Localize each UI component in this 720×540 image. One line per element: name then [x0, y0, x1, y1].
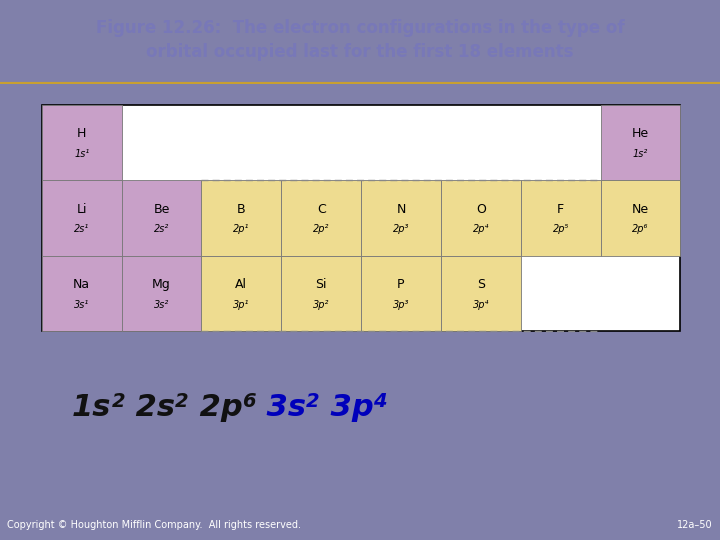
Text: 6: 6 — [243, 392, 256, 411]
Text: Ne: Ne — [632, 202, 649, 215]
Text: 3s¹: 3s¹ — [74, 300, 89, 310]
Text: 3p¹: 3p¹ — [233, 300, 250, 310]
FancyBboxPatch shape — [441, 180, 521, 256]
FancyBboxPatch shape — [600, 105, 680, 180]
Text: 2s¹: 2s¹ — [74, 225, 89, 234]
Text: 3p⁴: 3p⁴ — [472, 300, 489, 310]
Text: 3p: 3p — [320, 394, 374, 422]
FancyBboxPatch shape — [361, 256, 441, 331]
Text: 3s: 3s — [256, 394, 306, 422]
FancyBboxPatch shape — [282, 256, 361, 331]
FancyBboxPatch shape — [600, 180, 680, 256]
Text: Na: Na — [73, 278, 90, 291]
Text: Mg: Mg — [152, 278, 171, 291]
Text: 1s: 1s — [72, 394, 112, 422]
Text: B: B — [237, 202, 246, 215]
Text: 2p⁴: 2p⁴ — [472, 225, 489, 234]
Text: 2p: 2p — [189, 394, 243, 422]
Text: 2: 2 — [112, 392, 125, 411]
Text: 3p²: 3p² — [313, 300, 329, 310]
FancyBboxPatch shape — [122, 256, 202, 331]
Text: P: P — [397, 278, 405, 291]
Text: Figure 12.26:  The electron configurations in the type of
orbital occupied last : Figure 12.26: The electron configuration… — [96, 19, 624, 61]
FancyBboxPatch shape — [122, 180, 202, 256]
Text: O: O — [476, 202, 486, 215]
Text: Al: Al — [235, 278, 248, 291]
Text: 2p²: 2p² — [313, 225, 329, 234]
Text: 2: 2 — [306, 392, 320, 411]
Text: H: H — [77, 127, 86, 140]
Text: C: C — [317, 202, 325, 215]
Text: 2: 2 — [175, 392, 189, 411]
FancyBboxPatch shape — [42, 105, 122, 180]
FancyBboxPatch shape — [42, 256, 122, 331]
FancyBboxPatch shape — [282, 180, 361, 256]
Text: 2s: 2s — [125, 394, 175, 422]
Text: 1s¹: 1s¹ — [74, 149, 89, 159]
FancyBboxPatch shape — [202, 256, 282, 331]
Text: 1s²: 1s² — [633, 149, 648, 159]
Text: N: N — [396, 202, 405, 215]
Text: F: F — [557, 202, 564, 215]
Text: 3s²: 3s² — [154, 300, 169, 310]
FancyBboxPatch shape — [361, 180, 441, 256]
Text: 3p³: 3p³ — [393, 300, 409, 310]
FancyBboxPatch shape — [521, 180, 600, 256]
Text: 2p¹: 2p¹ — [233, 225, 250, 234]
Text: S: S — [477, 278, 485, 291]
Text: 12a–50: 12a–50 — [678, 520, 713, 530]
FancyBboxPatch shape — [441, 256, 521, 331]
Text: 2s²: 2s² — [154, 225, 169, 234]
Text: Li: Li — [76, 202, 87, 215]
FancyBboxPatch shape — [42, 180, 122, 256]
Text: Be: Be — [153, 202, 170, 215]
Text: 2p⁵: 2p⁵ — [552, 225, 569, 234]
Text: Si: Si — [315, 278, 327, 291]
Text: 2p⁶: 2p⁶ — [632, 225, 649, 234]
Text: 4: 4 — [374, 392, 387, 411]
FancyBboxPatch shape — [202, 180, 282, 256]
Text: 2p³: 2p³ — [393, 225, 409, 234]
Text: He: He — [632, 127, 649, 140]
FancyBboxPatch shape — [42, 105, 680, 331]
Text: Copyright © Houghton Mifflin Company.  All rights reserved.: Copyright © Houghton Mifflin Company. Al… — [7, 520, 301, 530]
